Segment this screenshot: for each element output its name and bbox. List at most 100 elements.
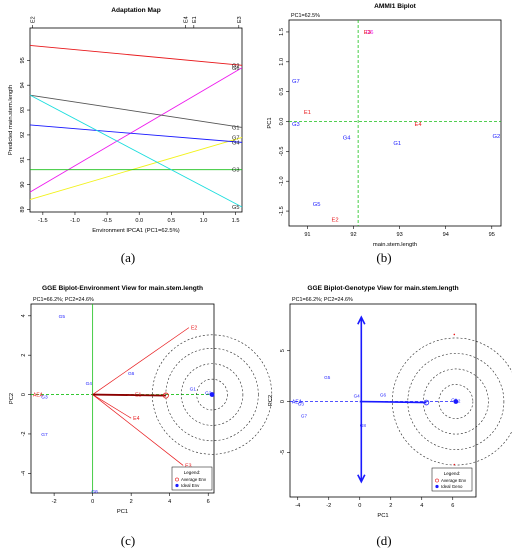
y-tick-label: 4 bbox=[21, 314, 27, 317]
top-axis-label: E1 bbox=[192, 16, 198, 23]
plot-frame bbox=[288, 19, 502, 227]
series-line-g4 bbox=[29, 124, 243, 143]
top-axis-label: E3 bbox=[237, 16, 243, 23]
plot-frame bbox=[30, 303, 215, 494]
y-tick-label: 2 bbox=[21, 354, 27, 357]
series-line-g7 bbox=[29, 136, 243, 200]
environment-vector-e4 bbox=[92, 394, 132, 419]
y-tick-label: 5 bbox=[280, 349, 286, 352]
top-axis-label: E2 bbox=[31, 16, 37, 23]
point-label-e1: E1 bbox=[304, 110, 311, 116]
chart-title: Adaptation Map bbox=[111, 7, 160, 14]
arrow-head bbox=[357, 474, 366, 484]
genotype-label-g2: G2 bbox=[205, 391, 212, 397]
chart-title: GGE Biplot-Environment View for main.ste… bbox=[42, 285, 203, 292]
scatter-dot bbox=[453, 333, 456, 336]
x-tick-label: 2 bbox=[130, 499, 133, 505]
chart-title: GGE Biplot-Genotype View for main.stem.l… bbox=[307, 285, 458, 292]
point-label-g7: G7 bbox=[292, 79, 300, 85]
legend-box bbox=[171, 466, 213, 491]
x-tick-label: 0 bbox=[358, 503, 361, 509]
y-tick-label: 0.5 bbox=[279, 88, 285, 96]
legend-ideal-marker bbox=[435, 484, 439, 489]
y-tick-label: 0 bbox=[280, 400, 286, 403]
concentric-circle bbox=[423, 368, 489, 435]
x-tick-label: -4 bbox=[295, 503, 300, 509]
genotype-label-g1: G1 bbox=[190, 387, 197, 393]
legend-average-marker bbox=[435, 478, 439, 483]
x-tick-label: 1.0 bbox=[200, 218, 208, 224]
point-label-g6: G6 bbox=[366, 30, 374, 36]
y-tick-label: 1.5 bbox=[279, 28, 285, 36]
y-tick-label: -5 bbox=[280, 450, 286, 455]
x-axis-label: PC1 bbox=[117, 509, 128, 515]
x-axis-label: PC1 bbox=[377, 513, 388, 519]
aea-label: AEA bbox=[292, 400, 303, 406]
x-tick-label: 0.5 bbox=[167, 218, 175, 224]
chart-subtitle: PC1=62.5% bbox=[291, 13, 320, 19]
y-tick-label: 92 bbox=[20, 132, 26, 138]
x-tick-label: -2 bbox=[52, 499, 57, 505]
y-tick-label: 93 bbox=[20, 107, 26, 113]
y-tick-label: -2 bbox=[21, 431, 27, 436]
genotype-label-g4: G4 bbox=[86, 381, 93, 387]
genotype-label-g8: G8 bbox=[360, 423, 367, 428]
series-label-g1: G1 bbox=[232, 125, 239, 131]
x-axis-label: main.stem.length bbox=[373, 242, 417, 248]
genotype-label-g3: G3 bbox=[298, 402, 305, 407]
series-label-g3: G3 bbox=[232, 168, 239, 174]
series-label-g7: G7 bbox=[232, 135, 239, 141]
panel-ammi1-biplot: AMMI1 Biplot PC1=62.5% 91 92 93 94 95 -1.5 -1.0 -… bbox=[267, 3, 502, 248]
chart-title: AMMI1 Biplot bbox=[374, 3, 417, 10]
x-tick-label: 4 bbox=[168, 499, 171, 505]
x-tick-label: 94 bbox=[443, 232, 449, 238]
chart-subtitle: PC1=66.2%; PC2=24.6% bbox=[292, 297, 353, 303]
x-tick-label: 93 bbox=[396, 232, 402, 238]
point-label-g2: G2 bbox=[493, 134, 501, 140]
series-label-g6: G6 bbox=[232, 66, 239, 72]
series-line-g2 bbox=[29, 44, 243, 66]
scatter-dot bbox=[453, 463, 456, 466]
x-tick-label: 91 bbox=[304, 232, 310, 238]
genotype-label-g6: G6 bbox=[91, 489, 98, 495]
panel-adaptation-map: Adaptation Map -1.5 -1.0 -0.5 0.0 0.5 1.0 1.5 89… bbox=[8, 7, 243, 234]
point-label-e2: E2 bbox=[332, 217, 339, 223]
legend-item: Average Env bbox=[441, 478, 467, 483]
series-label-g5: G5 bbox=[232, 205, 239, 211]
ideal-genotype-marker bbox=[453, 399, 459, 404]
genotype-label-g2: G2 bbox=[454, 399, 461, 404]
series-line-g1 bbox=[29, 94, 243, 128]
y-tick-label: -0.5 bbox=[279, 147, 285, 157]
y-axis-label: Predicted main.stem.length bbox=[8, 85, 14, 155]
x-tick-label: 92 bbox=[350, 232, 356, 238]
chart-subtitle: PC1=66.2%; PC2=24.6% bbox=[33, 297, 94, 303]
series-label-g2: G2 bbox=[232, 63, 239, 69]
concentric-circle bbox=[407, 353, 505, 450]
legend-box bbox=[431, 467, 473, 492]
point-label-e3: E3 bbox=[364, 30, 371, 36]
x-tick-label: 6 bbox=[451, 503, 454, 509]
y-tick-label: 95 bbox=[20, 57, 26, 63]
genotype-label-g7: G7 bbox=[301, 414, 308, 419]
y-tick-label: 94 bbox=[20, 82, 26, 88]
legend-item: Ideal Geno bbox=[441, 484, 463, 489]
legend-average-marker bbox=[175, 477, 179, 482]
y-tick-label: 0 bbox=[21, 393, 27, 396]
arrow-head bbox=[357, 315, 366, 325]
plot-frame bbox=[29, 27, 243, 213]
x-tick-label: 6 bbox=[207, 499, 210, 505]
y-tick-label: -1.5 bbox=[279, 206, 285, 216]
environment-label-e2: E2 bbox=[191, 326, 197, 332]
legend-ideal-marker bbox=[175, 483, 179, 488]
aea-label: AEA bbox=[33, 393, 44, 399]
concentric-circle bbox=[196, 378, 228, 411]
y-axis-label: PC2 bbox=[9, 393, 15, 404]
plot-frame bbox=[289, 303, 477, 498]
genotype-label-g6: G6 bbox=[380, 392, 387, 397]
y-tick-label: 91 bbox=[20, 157, 26, 163]
y-tick-label: -4 bbox=[21, 471, 27, 476]
panel-gge-environment-view: GGE Biplot-Environment View for main.ste… bbox=[9, 285, 273, 515]
concentric-circle bbox=[438, 384, 474, 419]
concentric-circle bbox=[180, 363, 244, 426]
average-environment-arrow bbox=[92, 393, 166, 397]
